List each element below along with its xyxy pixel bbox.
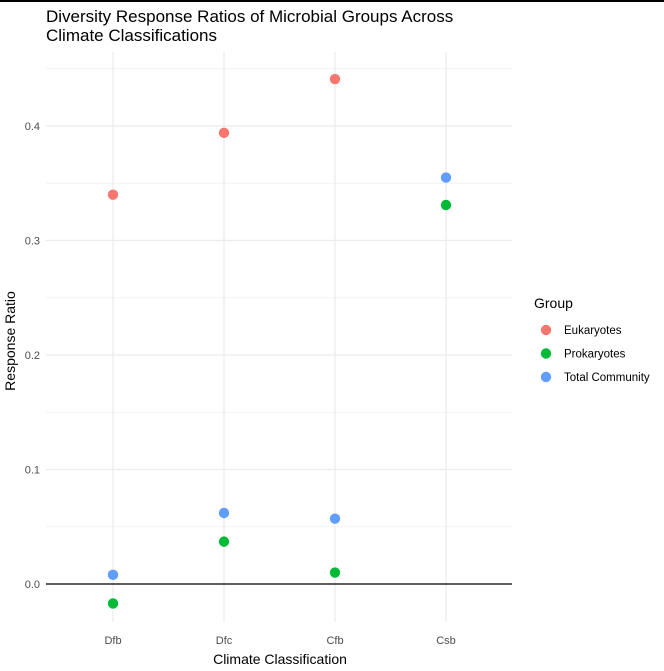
legend: Group Eukaryotes Prokaryotes Total Communi… — [534, 295, 650, 384]
top-border-line — [0, 0, 664, 2]
y-tick-label: 0.2 — [25, 350, 40, 362]
minor-gridlines — [46, 68, 512, 528]
y-axis-title: Response Ratio — [2, 291, 18, 391]
point-eukaryotes-dfb — [107, 189, 119, 200]
legend-key-total-community — [540, 371, 552, 383]
x-tick-label: Csb — [436, 635, 456, 647]
chart-title-line-2: Climate Classifications — [46, 26, 217, 45]
point-total-community-dfc — [218, 507, 230, 519]
x-axis-title: Climate Classification — [213, 651, 347, 667]
point-prokaryotes-csb — [440, 199, 452, 211]
chart-title-line-1: Diversity Response Ratios of Microbial G… — [46, 7, 453, 26]
legend-title: Group — [534, 295, 573, 311]
legend-label: Prokaryotes — [564, 349, 626, 361]
point-eukaryotes-dfc — [218, 127, 230, 139]
point-prokaryotes-dfb — [107, 598, 119, 609]
point-total-community-dfb — [107, 569, 119, 581]
x-tick-label: Cfb — [326, 635, 343, 647]
y-tick-label: 0.4 — [25, 121, 40, 133]
x-tick-label: Dfc — [216, 635, 233, 647]
y-tick-label: 0.1 — [25, 465, 40, 477]
y-axis-tick-labels: 0.0 0.1 0.2 0.3 0.4 — [25, 121, 40, 591]
point-eukaryotes-cfb — [329, 73, 341, 85]
legend-label: Eukaryotes — [564, 325, 622, 337]
data-points — [107, 73, 452, 609]
y-tick-label: 0.3 — [25, 236, 40, 248]
chart-title: Diversity Response Ratios of Microbial G… — [46, 7, 453, 45]
major-gridlines — [46, 52, 512, 622]
point-total-community-cfb — [329, 513, 341, 524]
legend-key-eukaryotes — [540, 324, 552, 336]
point-total-community-csb — [440, 172, 452, 183]
legend-key-prokaryotes — [540, 348, 552, 359]
legend-label: Total Community — [564, 372, 650, 384]
x-tick-label: Dfb — [104, 635, 121, 647]
y-tick-label: 0.0 — [25, 579, 40, 591]
point-prokaryotes-cfb — [329, 567, 341, 578]
point-prokaryotes-dfc — [218, 536, 230, 547]
x-axis-tick-labels: Dfb Dfc Cfb Csb — [104, 635, 455, 647]
